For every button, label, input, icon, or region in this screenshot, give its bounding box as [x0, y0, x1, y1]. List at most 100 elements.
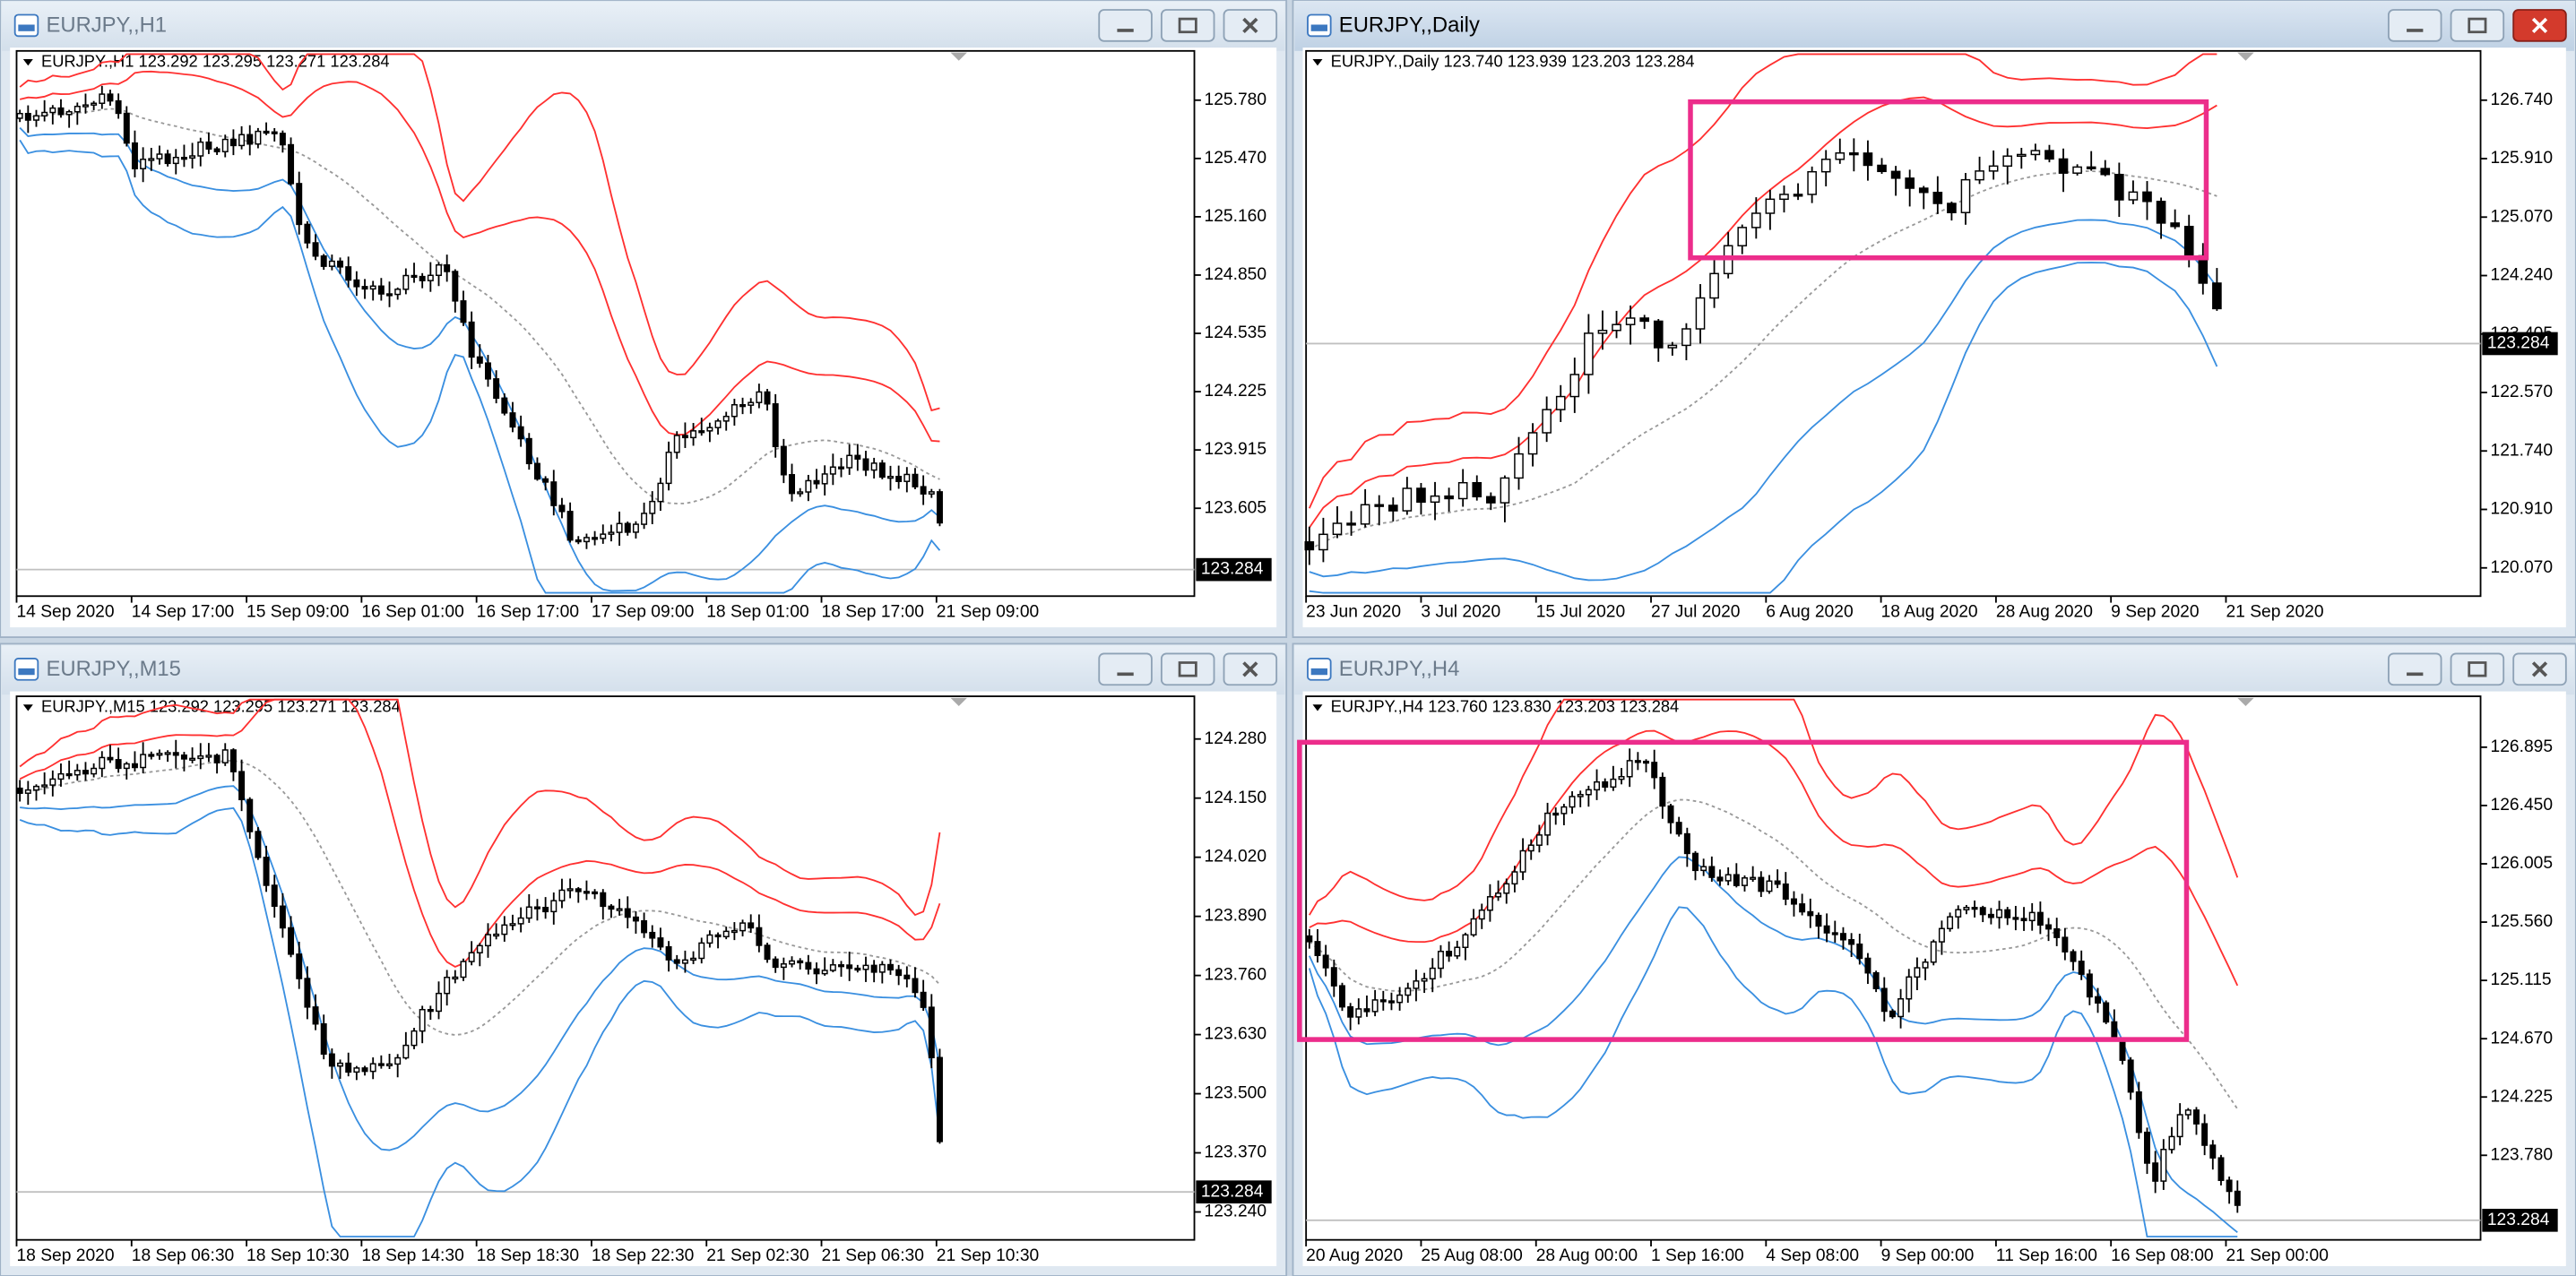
window-icon-bar	[1310, 668, 1327, 676]
candle-body	[903, 974, 911, 979]
middle-band	[1309, 170, 2217, 551]
candle-body	[903, 473, 911, 482]
minimize-button[interactable]	[1098, 9, 1153, 42]
candle-body	[82, 104, 89, 108]
candle-body	[1306, 935, 1313, 943]
candle-body	[345, 1062, 352, 1073]
candle-body	[1988, 165, 1999, 172]
candle-body	[772, 958, 779, 969]
candle-body	[1338, 985, 1345, 1008]
price-label: 123.915	[1205, 440, 1267, 459]
candle-body	[797, 491, 804, 495]
time-label: 18 Sep 06:30	[132, 1246, 234, 1265]
window-title: EURJPY,,Daily	[1339, 13, 1480, 38]
menu-triangle	[1312, 58, 1323, 66]
candle-body	[468, 321, 475, 358]
candle-body	[542, 478, 549, 483]
candle-body	[706, 934, 713, 944]
candle-body	[780, 963, 787, 969]
symbol-info: EURJPY.,Daily 123.740 123.939 123.203 12…	[1331, 51, 1695, 70]
candle-body	[1659, 776, 1666, 807]
candle-body	[41, 784, 48, 788]
candle-body	[2036, 911, 2044, 926]
plot-frame	[15, 49, 1196, 598]
current-price-label: 123.284	[1201, 560, 1264, 579]
candle-body	[1511, 871, 1518, 885]
candle-body	[1790, 898, 1797, 905]
candle-body	[878, 963, 886, 973]
candle-body	[748, 922, 755, 929]
time-label: 18 Sep 22:30	[592, 1246, 694, 1265]
chart-window[interactable]: EURJPY,,M15 EURJPY.,M15 123.292 123.295 1…	[0, 642, 1288, 1276]
maximize-button[interactable]	[2450, 9, 2505, 42]
candle-body	[1922, 961, 1929, 969]
price-label: 125.115	[2491, 970, 2552, 989]
candle-body	[1890, 170, 1901, 179]
candle-body	[1560, 806, 1568, 815]
price-label: 123.240	[1205, 1203, 1267, 1221]
price-label: 123.780	[2491, 1145, 2554, 1164]
candle-body	[189, 757, 196, 761]
candle-body	[1716, 876, 1724, 882]
maximize-button[interactable]	[2450, 652, 2505, 686]
candle-body	[1897, 998, 1905, 1018]
candle-body	[394, 289, 402, 296]
candle-body	[501, 924, 508, 935]
maximize-button[interactable]	[1160, 9, 1215, 42]
chart-window[interactable]: EURJPY,,H1 EURJPY.,H1 123.292 123.295 123…	[0, 0, 1288, 638]
candle-body	[131, 142, 138, 169]
candle-body	[1835, 152, 1846, 160]
maximize-button[interactable]	[1160, 652, 1215, 686]
candle-body	[1947, 916, 1954, 930]
candle-body	[156, 753, 163, 756]
inner-upper-band	[1309, 96, 2217, 529]
candle-body	[140, 754, 147, 769]
time-label: 18 Sep 10:30	[246, 1246, 349, 1265]
candle-body	[1765, 198, 1776, 214]
candle-body	[714, 934, 722, 938]
candle-body	[722, 930, 730, 938]
candle-body	[558, 889, 566, 901]
candle-body	[632, 916, 639, 922]
time-label: 16 Sep 17:00	[477, 603, 579, 622]
candle-body	[33, 785, 39, 791]
candle-body	[764, 391, 771, 405]
candle-body	[2135, 1091, 2142, 1134]
candle-body	[624, 522, 631, 533]
candle-body	[805, 479, 812, 493]
candle-body	[271, 884, 278, 907]
candle-body	[566, 511, 574, 541]
candle-body	[566, 888, 574, 892]
candle-body	[419, 1008, 426, 1032]
candle-body	[730, 403, 738, 418]
chart-window[interactable]: EURJPY,,Daily EURJPY.,Daily 123.740 123.9…	[1292, 0, 2576, 638]
minimize-button[interactable]	[2387, 652, 2442, 686]
candle-body	[402, 1044, 410, 1059]
symbol-info: EURJPY.,H1 123.292 123.295 123.271 123.2…	[41, 51, 390, 70]
candle-body	[690, 430, 697, 439]
candle-body	[476, 356, 483, 364]
candle-body	[238, 771, 246, 801]
candle-body	[2086, 166, 2096, 169]
candle-body	[1667, 805, 1674, 823]
candle-body	[1446, 951, 1453, 957]
candle-body	[2212, 282, 2222, 310]
candle-body	[1500, 477, 1510, 504]
candle-body	[665, 452, 672, 485]
candle-body	[641, 919, 648, 934]
chart-window[interactable]: EURJPY,,H4 EURJPY.,H4 123.760 123.830 123…	[1292, 642, 2576, 1276]
candle-body	[1602, 780, 1609, 789]
minimize-button[interactable]	[1098, 652, 1153, 686]
candle-body	[673, 959, 680, 964]
outer-upper-band	[19, 698, 941, 917]
outer-upper-band	[1309, 698, 2239, 916]
menu-triangle	[22, 704, 33, 711]
candle-body	[1374, 504, 1385, 507]
candle-body	[411, 1030, 418, 1047]
candle-body	[1495, 892, 1502, 898]
minimize-button[interactable]	[2387, 9, 2442, 42]
candle-body	[509, 923, 516, 927]
candle-body	[789, 960, 796, 965]
candle-body	[797, 960, 804, 964]
